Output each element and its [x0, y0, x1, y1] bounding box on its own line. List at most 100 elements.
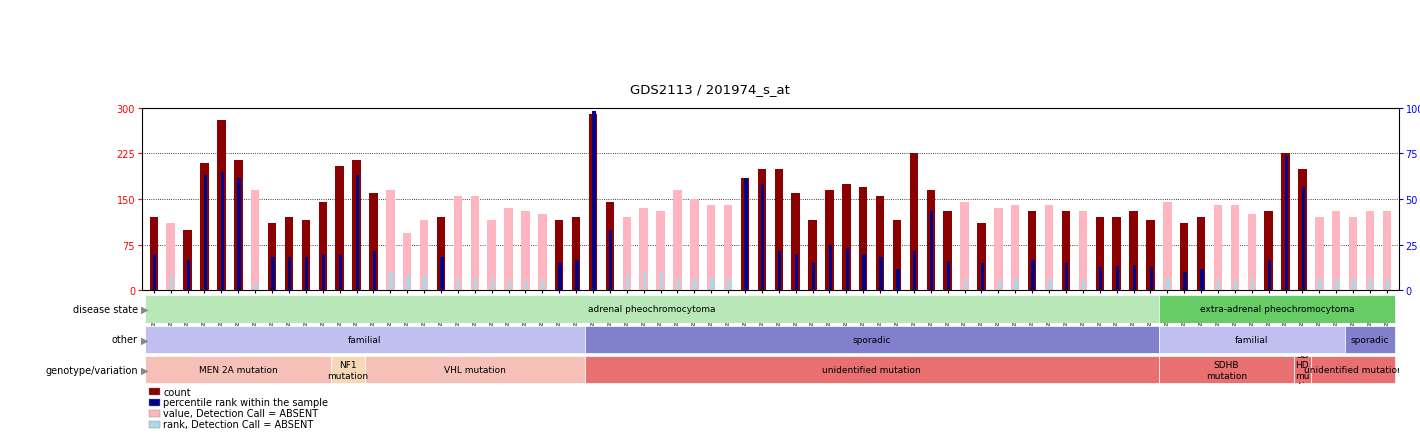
Bar [423, 276, 426, 291]
Bar [879, 257, 883, 291]
Bar [145, 296, 1159, 323]
Bar [947, 262, 950, 291]
Text: sporadic: sporadic [852, 335, 890, 344]
Text: other: other [112, 335, 138, 345]
Bar [470, 197, 479, 291]
Bar [791, 194, 799, 291]
Bar [930, 212, 933, 291]
Bar [676, 279, 680, 291]
Bar [994, 209, 1003, 291]
Bar [585, 356, 1159, 384]
Bar [1294, 356, 1311, 384]
Bar [1150, 268, 1153, 291]
Bar [896, 270, 899, 291]
Bar [862, 254, 866, 291]
Bar [1349, 218, 1358, 291]
Bar [778, 251, 781, 291]
Bar [741, 178, 750, 291]
Bar [403, 233, 412, 291]
Bar [339, 254, 342, 291]
Bar [1383, 212, 1392, 291]
Bar [1082, 280, 1085, 291]
Text: NF1
mutation: NF1 mutation [328, 360, 369, 380]
Bar [145, 326, 585, 353]
Bar [335, 166, 344, 291]
Bar [1214, 206, 1223, 291]
Bar [508, 282, 511, 291]
Bar [1163, 203, 1172, 291]
Bar [437, 218, 446, 291]
Bar [1014, 280, 1018, 291]
Bar [1345, 326, 1396, 353]
Bar [285, 218, 293, 291]
Bar [200, 163, 209, 291]
Text: adrenal pheochromocytoma: adrenal pheochromocytoma [588, 305, 716, 314]
Bar [386, 191, 395, 291]
Bar [504, 209, 513, 291]
Text: sporadic: sporadic [1350, 335, 1389, 344]
Bar [234, 160, 243, 291]
Bar [808, 221, 816, 291]
Bar [1298, 169, 1306, 291]
Bar [406, 276, 410, 291]
Bar [474, 279, 477, 291]
Text: MEN 2A mutation: MEN 2A mutation [199, 365, 278, 375]
Bar [331, 356, 365, 384]
Bar [1231, 206, 1240, 291]
Bar [1302, 187, 1305, 291]
Bar [1146, 221, 1154, 291]
Bar [305, 257, 308, 291]
Bar [575, 260, 578, 291]
Bar [1028, 212, 1037, 291]
Text: ▶: ▶ [141, 335, 148, 345]
Bar [1268, 260, 1271, 291]
Bar [693, 279, 697, 291]
Bar [389, 273, 393, 291]
Bar [592, 112, 595, 291]
Bar [145, 356, 331, 384]
Bar [660, 274, 663, 291]
Bar [487, 221, 496, 291]
Bar [251, 191, 260, 291]
Bar [1159, 356, 1294, 384]
Bar [1251, 280, 1254, 291]
Bar [943, 212, 951, 291]
Bar [622, 218, 630, 291]
Bar [166, 224, 175, 291]
Bar [1315, 218, 1323, 291]
Bar [1065, 263, 1068, 291]
Bar [1281, 154, 1289, 291]
Bar [322, 254, 325, 291]
Bar [558, 263, 562, 291]
Bar [1062, 212, 1071, 291]
Bar [1099, 268, 1102, 291]
Bar [1318, 280, 1322, 291]
Bar [656, 212, 665, 291]
Bar [1366, 212, 1375, 291]
Bar [352, 160, 361, 291]
Bar [927, 191, 934, 291]
Bar [183, 230, 192, 291]
Text: unidentified mutation: unidentified mutation [1304, 365, 1403, 375]
Bar [585, 326, 1159, 353]
Bar [876, 197, 885, 291]
Bar [288, 257, 291, 291]
Text: rank, Detection Call = ABSENT: rank, Detection Call = ABSENT [163, 419, 314, 429]
Bar [1048, 280, 1052, 291]
Bar [707, 206, 716, 291]
Bar [1352, 280, 1356, 291]
Bar [153, 254, 156, 291]
Bar [589, 115, 598, 291]
Bar [774, 169, 782, 291]
Bar [761, 184, 764, 291]
Bar [710, 279, 714, 291]
Bar [842, 184, 851, 291]
Bar [1045, 206, 1054, 291]
Bar [997, 280, 1001, 291]
Text: familial: familial [1235, 335, 1268, 344]
Bar [268, 224, 277, 291]
Bar [220, 172, 224, 291]
Bar [1217, 280, 1221, 291]
Bar [372, 251, 376, 291]
Bar [812, 263, 815, 291]
